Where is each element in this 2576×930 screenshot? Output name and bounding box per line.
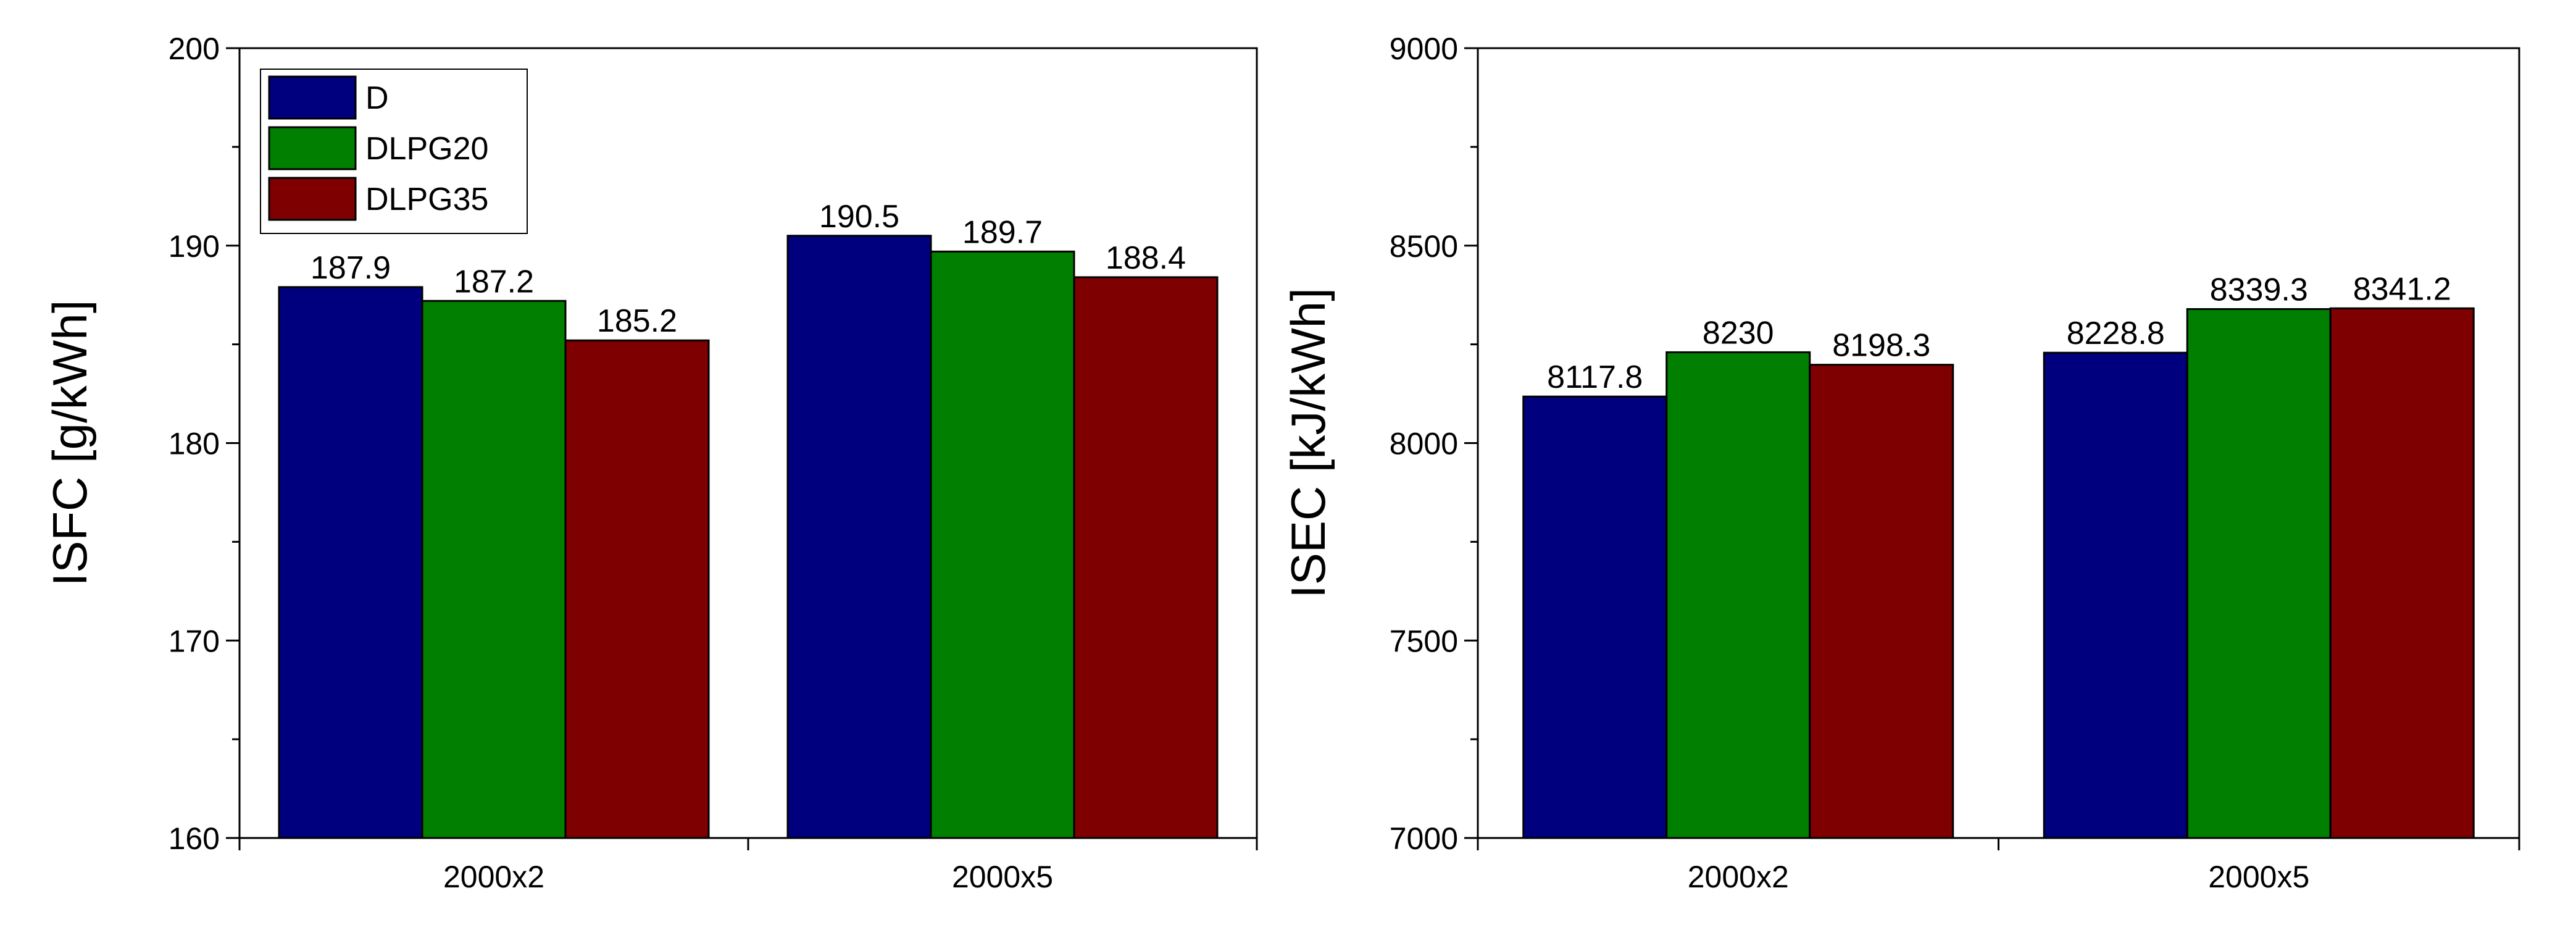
y-tick-label: 180 [169, 427, 220, 461]
data-label: 8341.2 [2353, 271, 2451, 307]
y-tick-label: 170 [169, 624, 220, 658]
bar-d-2000x2 [1522, 395, 1668, 839]
legend-swatch-dlpg20 [268, 126, 357, 170]
y-tick-label: 8000 [1390, 427, 1458, 461]
y-tick-label: 190 [169, 229, 220, 264]
data-label: 8339.3 [2210, 272, 2308, 308]
legend-label: DLPG35 [365, 182, 488, 217]
data-label: 8117.8 [1547, 359, 1643, 395]
y-axis-title: ISEC [kJ/kWh] [1281, 288, 1335, 598]
bar-d-2000x2 [278, 286, 423, 839]
y-tick-label: 160 [169, 821, 220, 856]
y-tick-label: 200 [169, 31, 220, 66]
y-tick-label: 7500 [1390, 624, 1458, 658]
data-label: 8198.3 [1832, 328, 1930, 364]
bar-dlpg35-2000x5 [1073, 276, 1219, 839]
data-label: 187.9 [311, 250, 391, 286]
x-tick-label: 2000x5 [952, 860, 1053, 894]
data-label: 185.2 [597, 303, 677, 339]
data-label: 189.7 [962, 214, 1043, 250]
data-label: 187.2 [454, 264, 534, 300]
chart-panel-1: 187.9 187.2 185.2 190.5 189.7 188.4 160 170 180 1… [43, 31, 1258, 894]
x-tick-label: 2000x5 [2208, 860, 2309, 894]
bar-d-2000x5 [2043, 351, 2188, 839]
bar-d-2000x5 [786, 235, 932, 839]
bar-dlpg35-2000x5 [2329, 307, 2475, 839]
y-tick-label: 8500 [1390, 229, 1458, 264]
data-label: 190.5 [819, 199, 899, 235]
data-label: 188.4 [1106, 240, 1186, 276]
y-tick-label: 7000 [1390, 821, 1458, 856]
data-label: 8228.8 [2067, 316, 2165, 351]
y-tick-label: 9000 [1390, 31, 1458, 66]
bar-dlpg20-2000x2 [421, 300, 567, 839]
legend-swatch-dlpg35 [268, 177, 357, 221]
chart-panel-2: 8117.8 8230 8198.3 8228.8 8339.3 8341.2 7000 75… [1281, 31, 2520, 894]
bar-dlpg20-2000x5 [2186, 308, 2332, 839]
legend-swatch-d [268, 75, 357, 120]
bar-dlpg35-2000x2 [1809, 364, 1954, 839]
x-tick-label: 2000x2 [1688, 860, 1789, 894]
x-tick-label: 2000x2 [443, 860, 544, 894]
bar-dlpg20-2000x5 [930, 250, 1075, 839]
legend-label: D [365, 80, 389, 116]
bar-dlpg20-2000x2 [1665, 351, 1811, 839]
bar-dlpg35-2000x2 [564, 339, 710, 839]
y-axis-title: ISFC [g/kWh] [43, 300, 97, 587]
data-label: 8230 [1703, 315, 1774, 351]
legend: D DLPG20 DLPG35 [260, 69, 528, 234]
legend-label: DLPG20 [365, 131, 488, 167]
